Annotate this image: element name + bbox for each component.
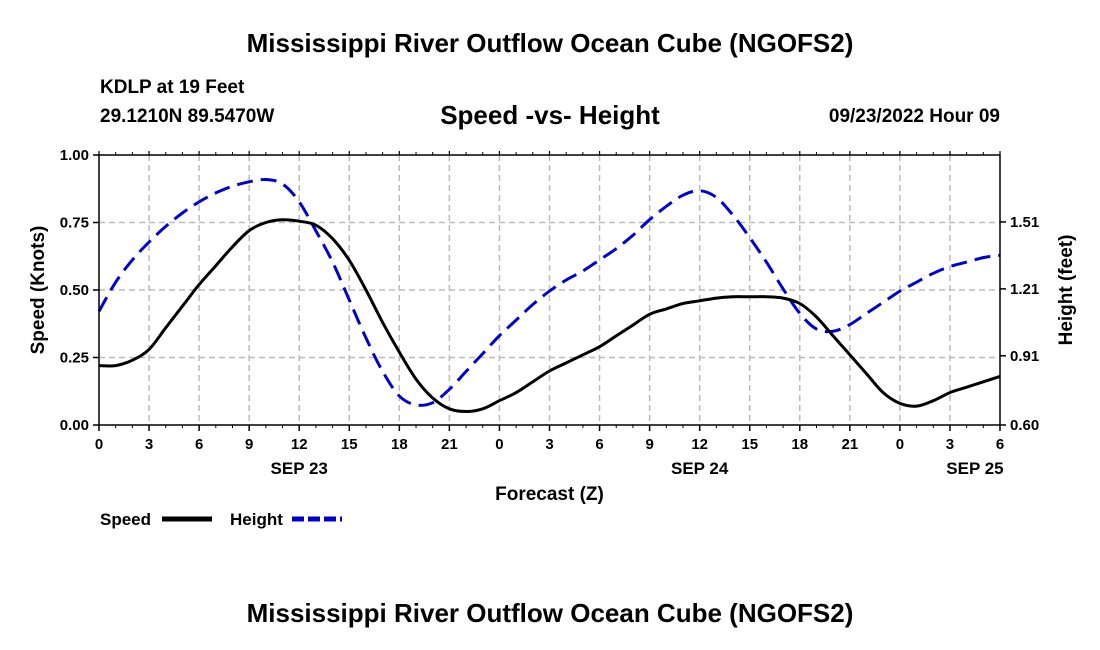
y-tick-label: 0.50 <box>60 282 89 299</box>
x-tick-label: 3 <box>145 436 153 453</box>
x-tick-label: 6 <box>595 436 603 453</box>
x-tick-label: 12 <box>291 436 308 453</box>
y-right-tick-label: 0.91 <box>1010 348 1039 365</box>
y-right-tick-label: 0.60 <box>1010 417 1039 434</box>
x-tick-label: 9 <box>645 436 653 453</box>
series-lines <box>97 177 1001 413</box>
y-right-axis-title: Height (feet) <box>1056 235 1077 346</box>
x-tick-label: 3 <box>545 436 553 453</box>
speed-series-line <box>98 218 1001 413</box>
y-right-tick-label: 1.51 <box>1010 214 1039 231</box>
x-tick-label: 21 <box>841 436 858 453</box>
x-tick-label: 0 <box>95 436 103 453</box>
y-tick-label: 0.00 <box>60 417 89 434</box>
height-series-line <box>97 177 1001 407</box>
x-tick-label: 9 <box>245 436 253 453</box>
chart-subtitle: Speed -vs- Height <box>440 100 660 130</box>
date-label: SEP 25 <box>946 459 1003 478</box>
axis-labels: 0 3 6 9 12 15 18 21 0 3 6 9 12 15 18 21 0 3 6 0.00 0.25 0.50 0… <box>28 147 1077 505</box>
x-tick-label: 18 <box>391 436 408 453</box>
footer-title: Mississippi River Outflow Ocean Cube (NG… <box>246 598 854 628</box>
legend: Speed Height <box>100 510 342 529</box>
x-tick-label: 21 <box>441 436 458 453</box>
x-tick-label: 0 <box>495 436 503 453</box>
x-tick-label: 18 <box>791 436 808 453</box>
x-tick-label: 0 <box>896 436 904 453</box>
x-tick-label: 15 <box>741 436 758 453</box>
y-tick-label: 0.25 <box>60 350 89 367</box>
x-tick-label: 6 <box>195 436 203 453</box>
date-label: SEP 23 <box>271 459 328 478</box>
y-axis-title: Speed (Knots) <box>28 226 49 355</box>
coordinates-label: 29.1210N 89.5470W <box>100 106 275 127</box>
y-tick-label: 1.00 <box>60 147 89 164</box>
y-tick-label: 0.75 <box>60 215 89 232</box>
x-tick-label: 6 <box>996 436 1004 453</box>
x-tick-label: 3 <box>946 436 954 453</box>
x-tick-label: 15 <box>341 436 358 453</box>
legend-height-label: Height <box>230 510 283 529</box>
y-right-tick-label: 1.21 <box>1010 281 1039 298</box>
axis-ticks <box>93 151 1006 431</box>
grid <box>99 155 1000 425</box>
x-axis-title: Forecast (Z) <box>495 484 604 505</box>
legend-speed-label: Speed <box>100 510 151 529</box>
station-label: KDLP at 19 Feet <box>100 77 245 98</box>
forecast-datetime: 09/23/2022 Hour 09 <box>828 106 1000 127</box>
date-label: SEP 24 <box>671 459 729 478</box>
x-tick-label: 12 <box>691 436 708 453</box>
main-title: Mississippi River Outflow Ocean Cube (NG… <box>246 28 854 58</box>
